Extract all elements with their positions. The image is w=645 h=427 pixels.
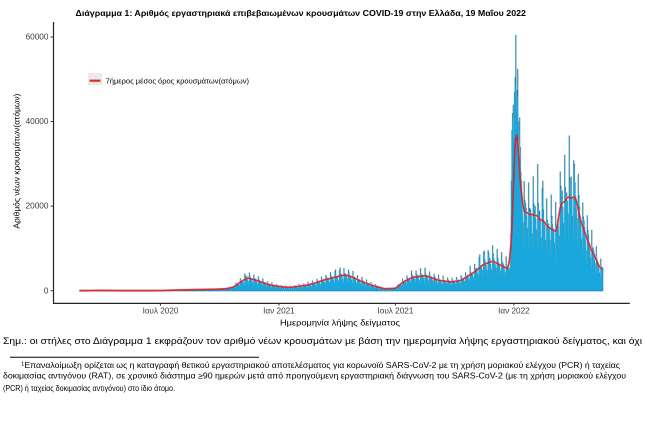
svg-text:Διάγραμμα 1: Αριθμός εργαστηρι: Διάγραμμα 1: Αριθμός εργαστηριακά επιβεβ… — [76, 8, 527, 18]
svg-text:60000: 60000 — [26, 33, 49, 42]
svg-text:Ιουλ 2021: Ιουλ 2021 — [378, 307, 414, 316]
svg-text:Αριθμός νέων κρουσμάτων(ατόμων: Αριθμός νέων κρουσμάτων(ατόμων) — [11, 93, 21, 228]
svg-text:40000: 40000 — [26, 117, 49, 126]
svg-text:(PCR) ή ταχείας δοκιμασίας αντ: (PCR) ή ταχείας δοκιμασίας αντιγόνου) στ… — [3, 384, 175, 393]
svg-text:7ήμερος μέσος όρος κρουσμάτων(: 7ήμερος μέσος όρος κρουσμάτων(ατόμων) — [106, 76, 250, 85]
svg-text:Ημερομηνία λήψης δείγματος: Ημερομηνία λήψης δείγματος — [280, 318, 400, 328]
svg-text:0: 0 — [44, 286, 49, 295]
svg-text:δοκιμασίας αντιγόνου (RAT), σε: δοκιμασίας αντιγόνου (RAT), σε χρονικό δ… — [3, 371, 626, 380]
svg-text:Ιαν 2021: Ιαν 2021 — [263, 307, 295, 316]
svg-text:Ιαν 2022: Ιαν 2022 — [498, 307, 530, 316]
svg-text:1Επαναλοίμωξη ορίζεται ως η κα: 1Επαναλοίμωξη ορίζεται ως η καταγραφή θε… — [21, 361, 620, 370]
svg-text:20000: 20000 — [26, 202, 49, 211]
svg-text:Σημ.: οι στήλες στο Διάγραμμα: Σημ.: οι στήλες στο Διάγραμμα 1 εκφράζου… — [3, 336, 642, 346]
svg-text:Ιουλ 2020: Ιουλ 2020 — [143, 307, 179, 316]
